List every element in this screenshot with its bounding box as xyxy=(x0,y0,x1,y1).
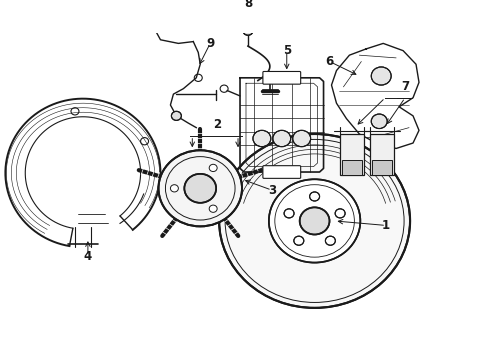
Text: 7: 7 xyxy=(400,80,408,93)
Text: 8: 8 xyxy=(244,0,252,10)
Text: 1: 1 xyxy=(381,219,389,232)
Circle shape xyxy=(209,164,217,172)
FancyBboxPatch shape xyxy=(340,134,364,175)
Circle shape xyxy=(184,174,216,203)
Circle shape xyxy=(299,207,329,234)
Text: 9: 9 xyxy=(205,37,214,50)
Circle shape xyxy=(268,179,360,262)
Text: 2: 2 xyxy=(213,118,221,131)
Text: 5: 5 xyxy=(282,44,290,57)
Circle shape xyxy=(325,236,335,245)
Circle shape xyxy=(309,192,319,201)
Circle shape xyxy=(284,209,293,218)
Circle shape xyxy=(219,134,409,308)
Circle shape xyxy=(293,236,303,245)
Circle shape xyxy=(370,114,386,129)
FancyBboxPatch shape xyxy=(263,72,300,84)
Text: 3: 3 xyxy=(267,184,275,197)
FancyBboxPatch shape xyxy=(371,160,391,175)
Circle shape xyxy=(272,130,290,147)
Circle shape xyxy=(243,26,252,35)
Circle shape xyxy=(334,209,345,218)
Text: 4: 4 xyxy=(83,250,92,263)
Circle shape xyxy=(171,111,181,120)
FancyBboxPatch shape xyxy=(369,134,393,175)
Circle shape xyxy=(158,150,242,226)
Text: 6: 6 xyxy=(325,55,333,68)
Circle shape xyxy=(170,185,178,192)
FancyBboxPatch shape xyxy=(342,160,362,175)
Circle shape xyxy=(292,130,310,147)
Circle shape xyxy=(252,130,270,147)
Circle shape xyxy=(209,205,217,212)
Circle shape xyxy=(370,67,390,85)
FancyBboxPatch shape xyxy=(263,166,300,178)
